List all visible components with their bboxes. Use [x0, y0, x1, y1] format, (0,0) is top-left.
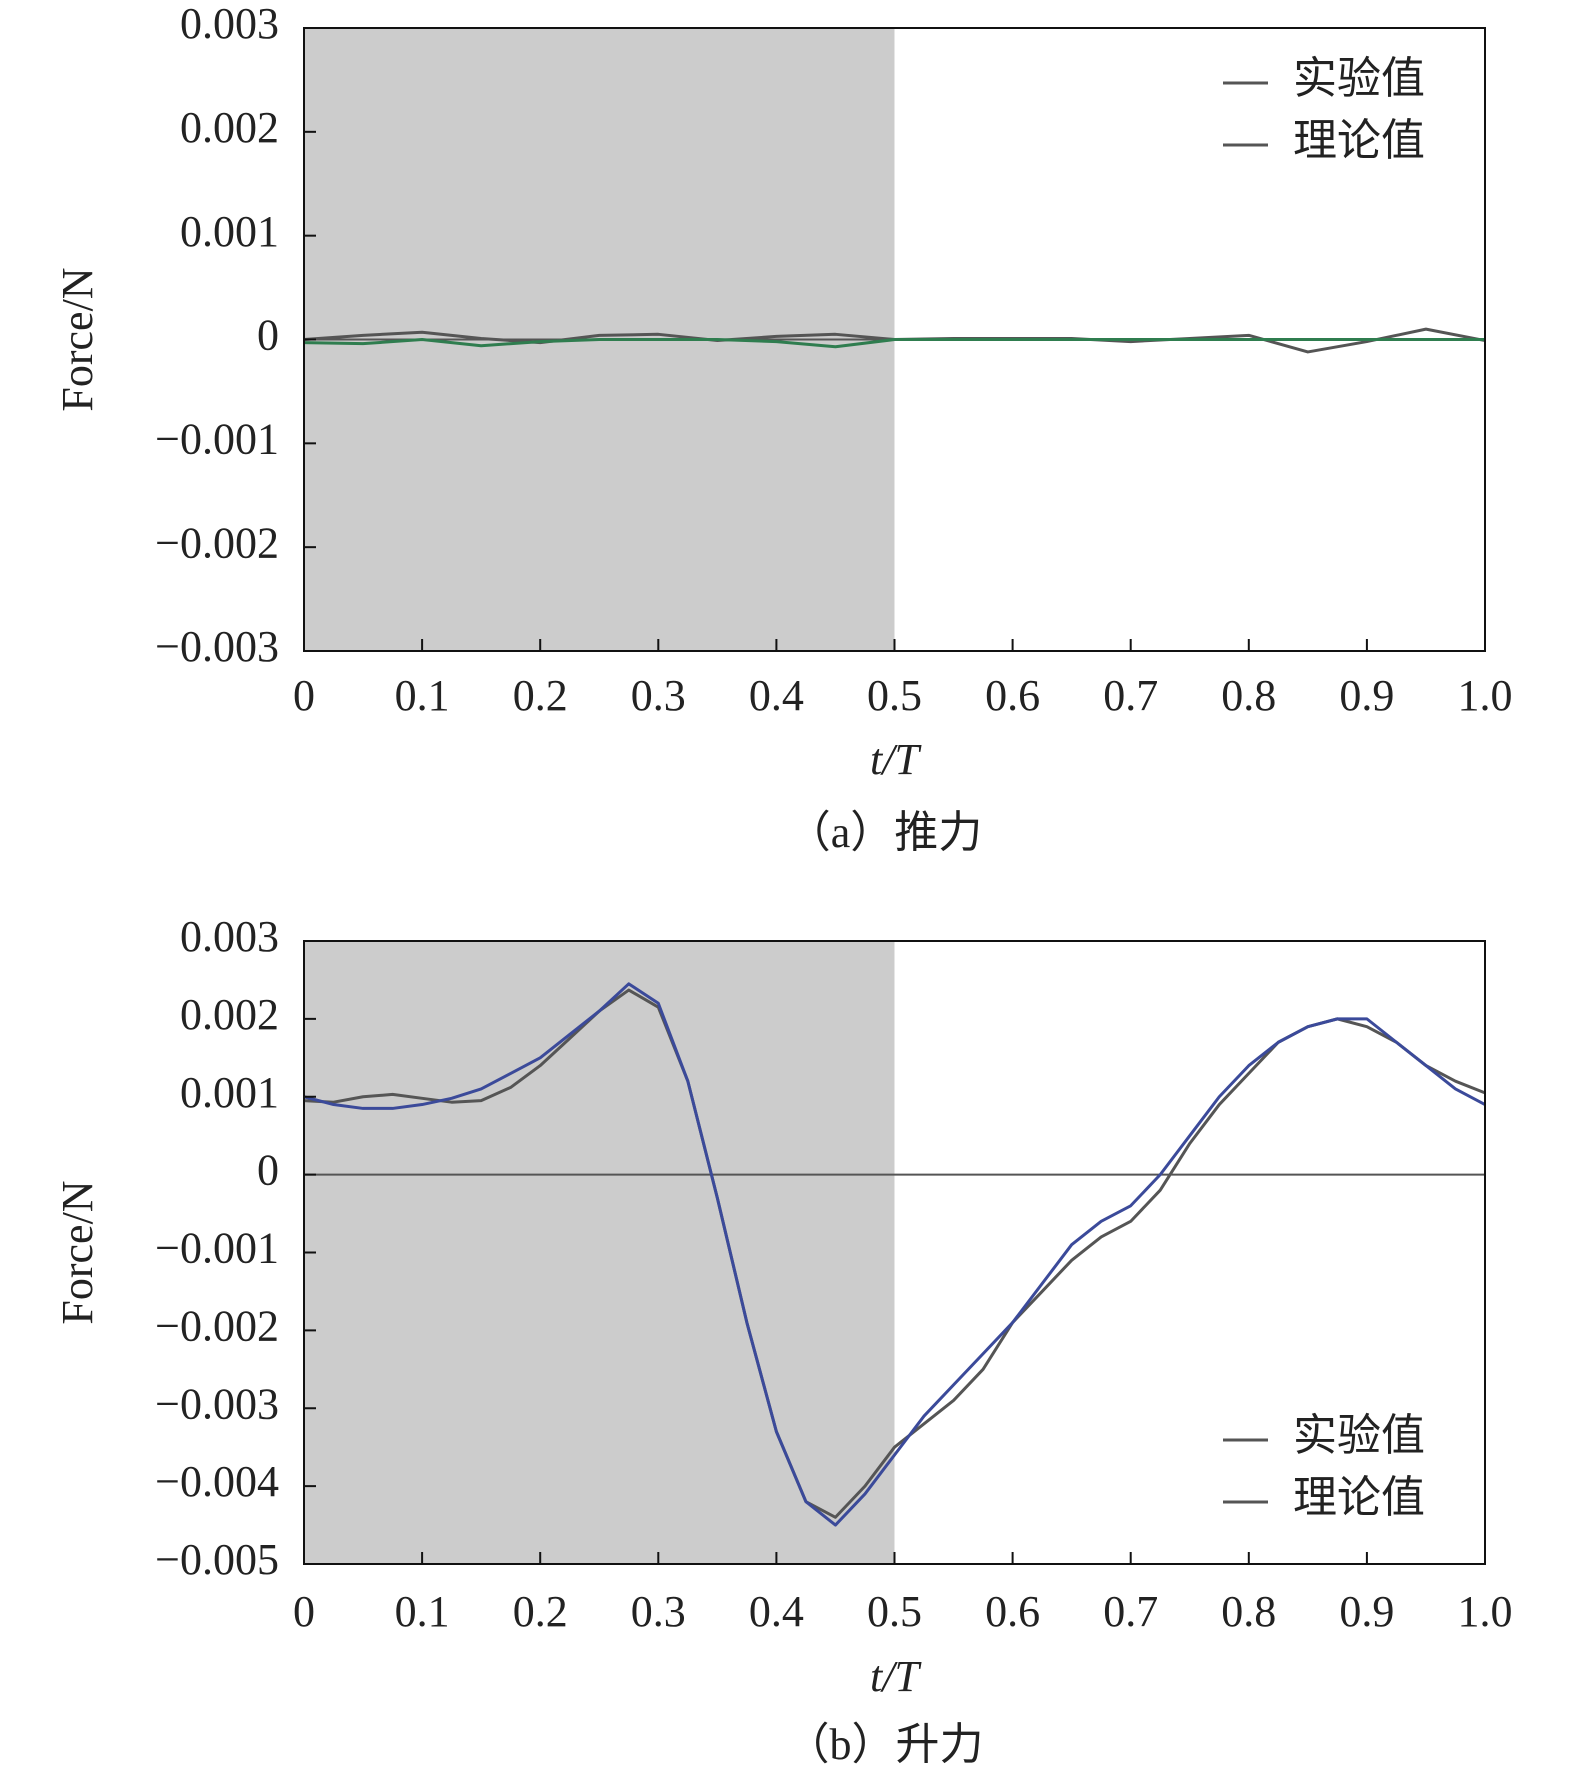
- x-tick-label: 0.7: [1103, 1587, 1158, 1636]
- x-tick-label: 0.8: [1221, 671, 1276, 720]
- x-tick-label: 0.6: [985, 1587, 1040, 1636]
- y-tick-label: 0.003: [180, 912, 279, 961]
- x-tick-label: 0.2: [513, 1587, 568, 1636]
- y-tick-label: 0.002: [180, 103, 279, 152]
- y-tick-label: 0.003: [180, 0, 279, 48]
- y-tick-label: 0: [257, 1146, 279, 1195]
- x-tick-label: 0.5: [867, 671, 922, 720]
- x-tick-label: 0.9: [1339, 1587, 1394, 1636]
- caption: （a）推力: [787, 808, 983, 857]
- x-tick-label: 1.0: [1458, 671, 1513, 720]
- y-tick-label: −0.005: [155, 1535, 279, 1584]
- legend-label: 理论值: [1293, 116, 1425, 165]
- x-tick-label: 0: [293, 1587, 315, 1636]
- y-tick-label: 0.002: [180, 990, 279, 1039]
- x-tick-label: 1.0: [1458, 1587, 1513, 1636]
- x-tick-label: 0.8: [1221, 1587, 1276, 1636]
- y-tick-label: −0.001: [155, 1224, 279, 1273]
- y-tick-label: 0.001: [180, 207, 279, 256]
- y-tick-label: −0.002: [155, 1301, 279, 1350]
- x-tick-label: 0.3: [631, 671, 686, 720]
- x-tick-label: 0.6: [985, 671, 1040, 720]
- x-tick-label: 0: [293, 671, 315, 720]
- x-tick-label: 0.1: [395, 671, 450, 720]
- legend-label: 实验值: [1293, 54, 1425, 103]
- y-tick-label: −0.001: [155, 414, 279, 463]
- caption: （b）升力: [786, 1720, 984, 1769]
- x-tick-label: 0.2: [513, 671, 568, 720]
- y-tick-label: −0.003: [155, 1379, 279, 1428]
- legend-label: 实验值: [1293, 1411, 1425, 1460]
- shaded-region: [304, 941, 895, 1564]
- x-tick-label: 0.3: [631, 1587, 686, 1636]
- y-tick-label: 0: [257, 311, 279, 360]
- x-tick-label: 0.4: [749, 671, 804, 720]
- x-tick-label: 0.7: [1103, 671, 1158, 720]
- series-line: [303, 338, 1485, 349]
- x-tick-label: 0.9: [1339, 671, 1394, 720]
- x-tick-label: 0.1: [395, 1587, 450, 1636]
- y-tick-label: 0.001: [180, 1068, 279, 1117]
- legend-label: 理论值: [1293, 1473, 1425, 1522]
- y-axis-label: Force/N: [53, 267, 102, 411]
- y-tick-label: −0.003: [155, 622, 279, 671]
- y-tick-label: −0.004: [155, 1457, 279, 1506]
- y-tick-label: −0.002: [155, 518, 279, 567]
- x-axis-label: t/T: [870, 735, 922, 784]
- series-line: [303, 982, 1486, 1527]
- y-axis-label: Force/N: [53, 1180, 102, 1324]
- x-tick-label: 0.4: [749, 1587, 804, 1636]
- x-tick-label: 0.5: [867, 1587, 922, 1636]
- x-axis-label: t/T: [870, 1652, 922, 1701]
